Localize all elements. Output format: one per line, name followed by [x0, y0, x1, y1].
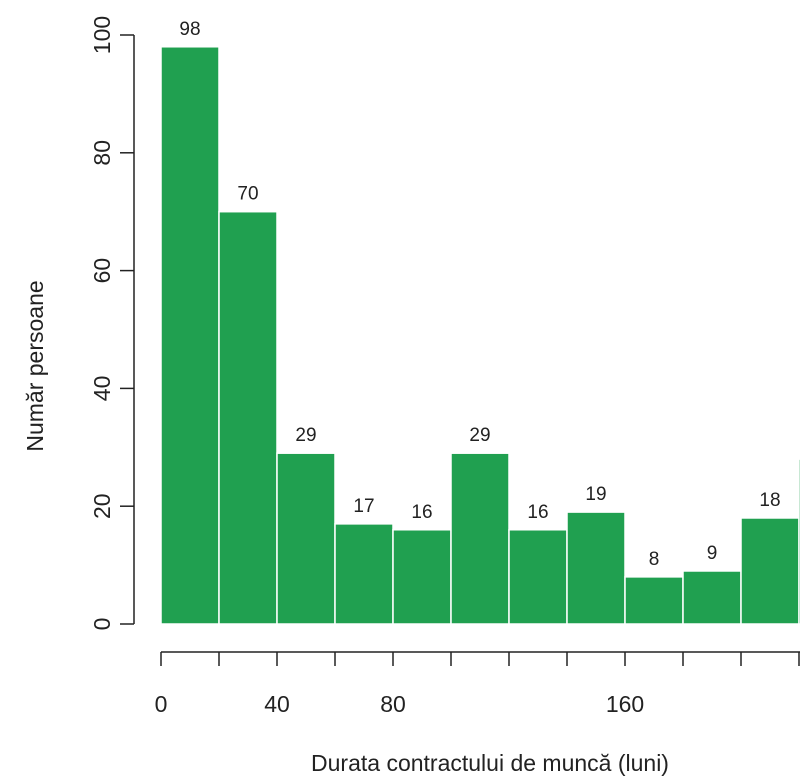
- bar-label-0: 98: [179, 19, 200, 40]
- bar-label-7: 19: [585, 484, 606, 505]
- y-tick-label-4: 80: [89, 140, 115, 166]
- bar-7: [566, 511, 626, 625]
- bar-5: [450, 452, 510, 625]
- bar-label-2: 29: [295, 425, 316, 446]
- bar-label-10: 18: [759, 490, 780, 511]
- bar-4: [392, 529, 452, 625]
- bar-label-3: 17: [353, 496, 374, 517]
- bar-6: [508, 529, 568, 625]
- bar-label-5: 29: [469, 425, 490, 446]
- bar-label-6: 16: [527, 502, 548, 523]
- bar-label-9: 9: [707, 543, 718, 564]
- y-tick-label-1: 20: [89, 493, 115, 519]
- bar-labels-group: 987029171629161989182811112788124147: [179, 19, 780, 570]
- x-tick-label-0: 0: [155, 691, 168, 717]
- bar-0: [160, 46, 220, 625]
- bar-3: [334, 523, 394, 625]
- bar-10: [740, 517, 800, 625]
- y-axis: 0 20 40 60 80 100: [89, 16, 135, 631]
- x-tick-label-2: 80: [380, 691, 406, 717]
- bar-label-1: 70: [237, 184, 258, 205]
- x-tick-label-1: 40: [264, 691, 290, 717]
- x-axis: 04080160240320400: [155, 651, 800, 717]
- bar-1: [218, 210, 278, 625]
- y-axis-title: Număr persoane: [22, 280, 48, 451]
- bar-8: [624, 576, 684, 625]
- bar-label-4: 16: [411, 502, 432, 523]
- bar-9: [682, 570, 742, 625]
- bar-label-8: 8: [649, 549, 660, 570]
- x-tick-label-3: 160: [606, 691, 644, 717]
- y-tick-label-5: 100: [89, 16, 115, 54]
- bars-group: [160, 46, 800, 625]
- y-tick-label-0: 0: [89, 618, 115, 631]
- bar-2: [276, 452, 336, 625]
- y-tick-label-3: 60: [89, 258, 115, 284]
- y-tick-label-2: 40: [89, 376, 115, 402]
- x-axis-title: Durata contractului de muncă (luni): [311, 750, 669, 776]
